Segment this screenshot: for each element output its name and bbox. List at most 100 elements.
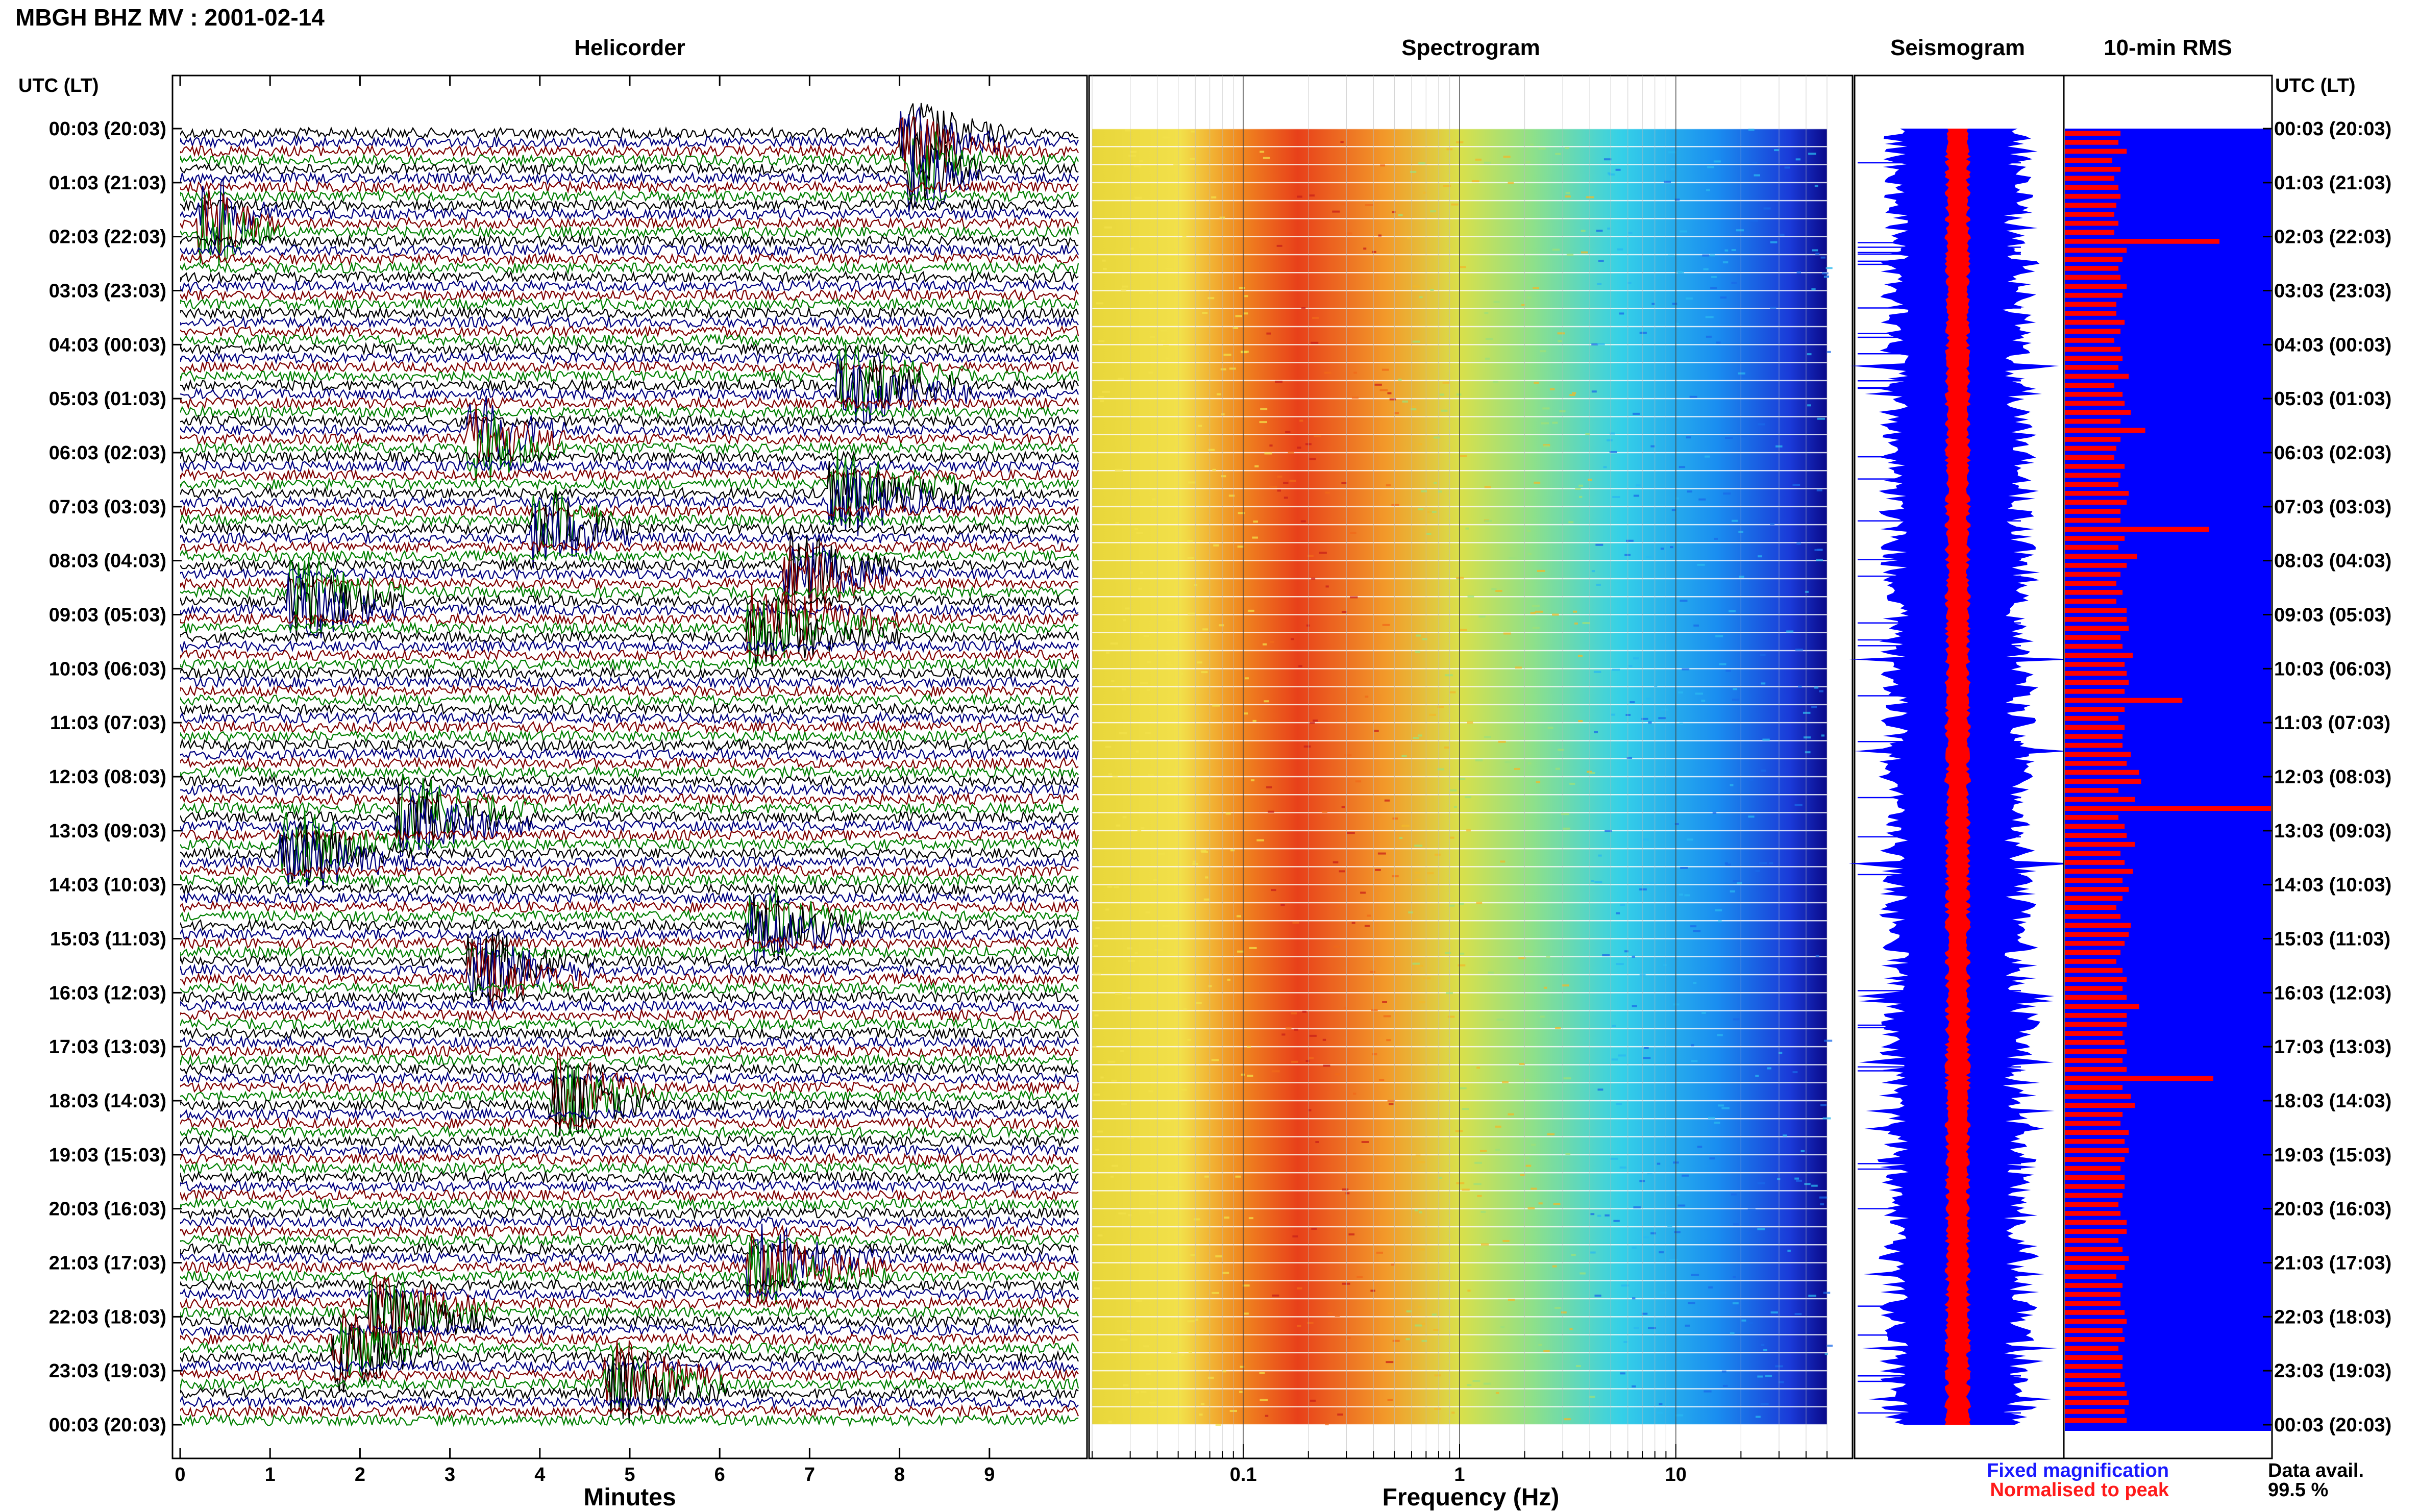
spectrogram-cell <box>1676 270 1683 273</box>
spectrogram-cell <box>1414 1366 1418 1369</box>
spectrogram-cell <box>1323 1064 1330 1067</box>
spectrogram-cell <box>1259 1372 1265 1374</box>
rms-bar <box>2065 1022 2127 1027</box>
spectrogram-cell <box>1575 488 1581 490</box>
spectrogram-cell <box>1690 925 1697 928</box>
helicorder-trace <box>180 252 1079 266</box>
helicorder-trace <box>180 1063 1079 1130</box>
spectrogram-cell <box>1521 304 1525 306</box>
rms-bar <box>2065 833 2127 838</box>
helicorder-trace <box>180 936 1079 1006</box>
spectrogram-cell <box>1183 1137 1191 1140</box>
spectrogram-cell <box>1355 780 1362 783</box>
spectrogram-cell <box>1733 688 1738 690</box>
time-label-right: 06:03 (02:03) <box>2274 442 2391 464</box>
spectrogram-cell <box>1815 253 1820 255</box>
spectrogram-cell <box>1721 1370 1726 1373</box>
rms-bar <box>2065 338 2114 343</box>
helicorder-x-tick-label: 4 <box>534 1464 545 1485</box>
spectrogram-cell <box>1380 164 1386 167</box>
rms-bar <box>2065 418 2121 424</box>
spectrogram-cell <box>1819 690 1823 692</box>
legend-normalised-to-peak: Normalised to peak <box>1990 1479 2169 1501</box>
spectrogram-cell <box>1198 425 1202 427</box>
spectrogram-cell <box>1143 1345 1149 1348</box>
spectrogram-cell <box>1807 404 1811 407</box>
spectrogram-cell <box>1150 1193 1156 1196</box>
rms-bar <box>2065 212 2114 217</box>
spectrogram-cell <box>1480 1243 1489 1246</box>
spectrogram-cell <box>1594 1294 1601 1297</box>
helicorder-trace <box>180 189 1079 204</box>
rms-bar <box>2065 608 2127 613</box>
spectrogram-cell <box>1238 512 1245 514</box>
spectrogram-cell <box>1732 1302 1739 1305</box>
helicorder-trace <box>180 542 1079 601</box>
time-label-right: 20:03 (16:03) <box>2274 1199 2391 1220</box>
helicorder-trace <box>180 684 1079 698</box>
rms-bar <box>2065 878 2123 883</box>
seismogram-panel <box>1848 75 2077 1459</box>
spectrogram-cell <box>1555 1027 1561 1029</box>
spectrogram-x-tick-label: 10 <box>1665 1464 1687 1485</box>
spectrogram-cell <box>1504 761 1512 763</box>
spectrogram-cell <box>1325 585 1329 588</box>
spectrogram-cell <box>1820 1104 1826 1106</box>
spectrogram-cell <box>1387 392 1392 394</box>
spectrogram-cell <box>1534 381 1539 384</box>
spectrogram-cell <box>1565 1153 1571 1155</box>
spectrogram-cell <box>1341 611 1347 613</box>
spectrogram-cell <box>1199 1414 1203 1416</box>
spectrogram-cell <box>1172 1202 1178 1204</box>
spectrogram-cell <box>1626 539 1634 542</box>
spectrogram-cell <box>1738 372 1745 375</box>
spectrogram-cell <box>1569 1328 1573 1330</box>
spectrogram-cell <box>1733 1276 1736 1278</box>
spectrogram-cell <box>1229 367 1236 370</box>
spectrogram-cell <box>1508 1299 1515 1301</box>
rms-bar <box>2065 1148 2129 1153</box>
spectrogram-cell <box>1611 713 1616 716</box>
spectrogram-cell <box>1493 301 1500 303</box>
spectrogram-cell <box>1543 444 1550 447</box>
helicorder-trace <box>180 1277 1079 1348</box>
rms-bar <box>2065 1256 2129 1261</box>
helicorder-trace <box>180 103 1078 159</box>
time-label-left: 06:03 (02:03) <box>49 442 166 464</box>
spectrogram-cell <box>1562 984 1569 987</box>
spectrogram-cell <box>1102 259 1106 262</box>
time-label-left: 13:03 (09:03) <box>49 821 166 842</box>
spectrogram-cell <box>1167 1186 1175 1188</box>
helicorder-trace <box>180 343 1079 411</box>
helicorder-trace <box>180 711 1079 726</box>
spectrogram-cell <box>1760 654 1766 656</box>
spectrogram-cell <box>1551 613 1559 616</box>
spectrogram-cell <box>1607 439 1613 441</box>
spectrogram-cell <box>1650 1232 1656 1235</box>
spectrogram-cell <box>1543 1350 1550 1352</box>
helicorder-trace <box>180 936 1079 951</box>
spectrogram-cell <box>1442 381 1450 384</box>
spectrogram-cell <box>1547 1133 1555 1135</box>
spectrogram-cell <box>1291 638 1294 640</box>
helicorder-trace <box>180 176 1079 245</box>
spectrogram-cell <box>1751 162 1758 164</box>
spectrogram-cell <box>1555 767 1560 770</box>
spectrogram-cell <box>1574 622 1578 625</box>
spectrogram-cell <box>1518 957 1526 959</box>
spectrogram-cell <box>1118 378 1124 380</box>
spectrogram-cell <box>1760 770 1766 772</box>
spectrogram-cell <box>1434 482 1437 484</box>
spectrogram-cell <box>1722 261 1729 264</box>
spectrogram-cell <box>1731 1193 1737 1196</box>
rms-bar <box>2065 220 2119 226</box>
spectrogram-cell <box>1593 671 1601 673</box>
helicorder-trace <box>180 585 1079 653</box>
rms-bar <box>2065 806 2271 811</box>
rms-bar <box>2065 1229 2127 1234</box>
spectrogram-cell <box>1115 993 1122 995</box>
helicorder-trace <box>180 106 1079 172</box>
spectrogram-cell <box>1235 1175 1241 1178</box>
rms-bar <box>2065 752 2131 757</box>
rms-bar <box>2065 464 2125 469</box>
